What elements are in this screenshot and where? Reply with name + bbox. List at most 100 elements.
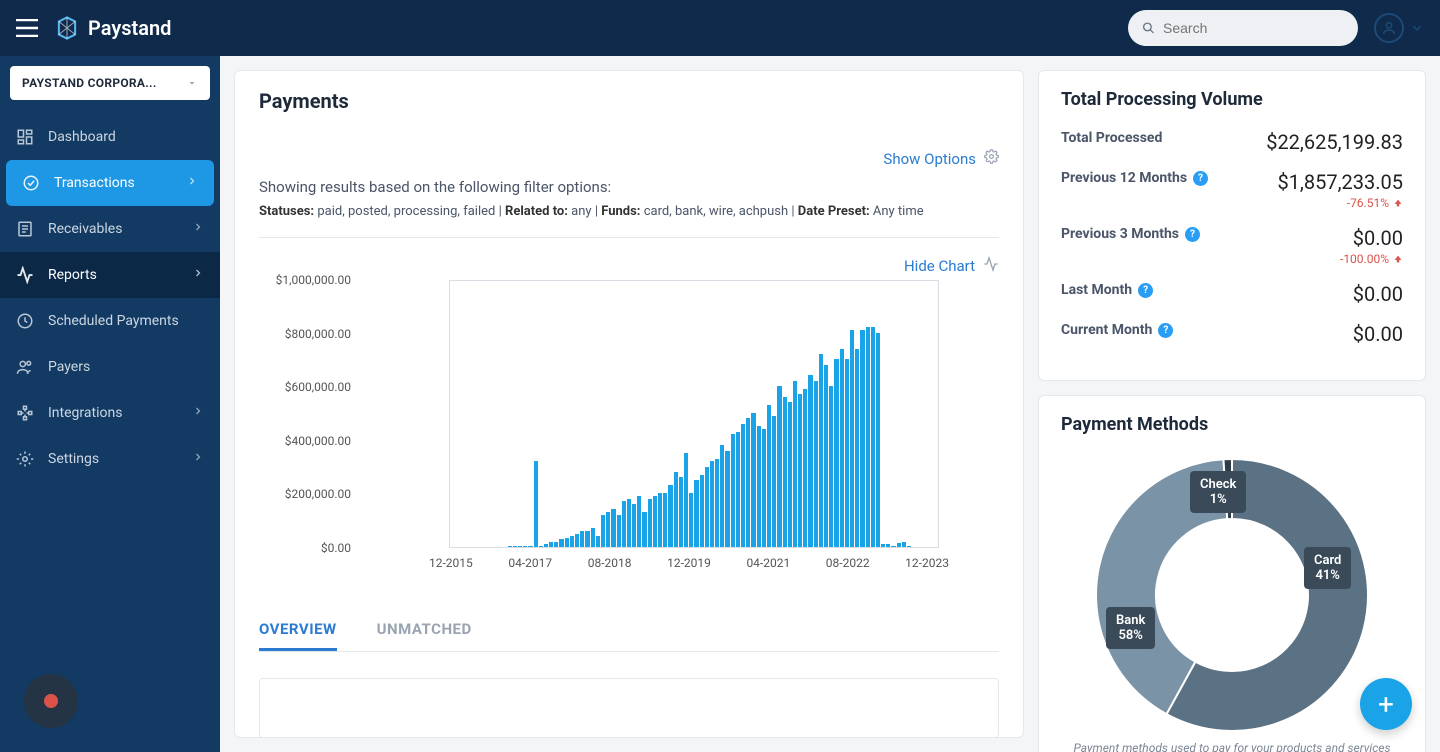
y-tick: $600,000.00	[285, 380, 351, 394]
nav-label: Scheduled Payments	[48, 313, 179, 329]
nav-label: Settings	[48, 451, 99, 467]
search-input[interactable]	[1163, 20, 1344, 36]
nav-icon	[16, 220, 34, 238]
tab-overview[interactable]: OVERVIEW	[259, 610, 337, 651]
nav-icon	[16, 450, 34, 468]
chart-bar	[881, 544, 885, 547]
chart-bar	[710, 461, 714, 547]
nav-label: Dashboard	[48, 129, 116, 145]
chart-bar	[674, 472, 678, 547]
y-tick: $0.00	[321, 541, 351, 555]
chart-bar	[834, 359, 838, 547]
chart-bar	[871, 327, 875, 547]
show-options-link[interactable]: Show Options	[883, 150, 976, 168]
search-box[interactable]	[1128, 10, 1358, 46]
x-tick: 08-2022	[826, 556, 870, 570]
nav-icon	[16, 358, 34, 376]
chart-bar	[544, 544, 548, 547]
y-tick: $400,000.00	[285, 434, 351, 448]
stat-row: Previous 12 Months?$1,857,233.05-76.51%	[1061, 170, 1403, 210]
chart-bar	[585, 531, 589, 547]
stat-label: Previous 12 Months?	[1061, 170, 1208, 186]
chart-bar	[606, 512, 610, 547]
chart-bar	[819, 354, 823, 547]
sidebar-item-settings[interactable]: Settings	[0, 436, 220, 482]
nav-label: Reports	[48, 267, 97, 283]
chart-bar	[632, 504, 636, 547]
chart-bar	[715, 459, 719, 547]
x-tick: 12-2019	[667, 556, 711, 570]
tab-unmatched[interactable]: UNMATCHED	[377, 610, 472, 651]
chart-bar	[777, 386, 781, 547]
chart-bar	[829, 386, 833, 547]
caret-down-icon	[186, 77, 198, 89]
chart-bar	[513, 546, 517, 547]
nav-label: Receivables	[48, 221, 122, 237]
chart-bar	[751, 413, 755, 547]
chart-bar	[866, 327, 870, 547]
sidebar-item-receivables[interactable]: Receivables	[0, 206, 220, 252]
hide-chart-link[interactable]: Hide Chart	[904, 257, 975, 275]
stat-value: $0.00-100.00%	[1340, 226, 1403, 266]
y-tick: $800,000.00	[285, 327, 351, 341]
add-fab[interactable]: +	[1360, 678, 1412, 730]
chevron-right-icon	[192, 221, 204, 237]
sidebar-item-payers[interactable]: Payers	[0, 344, 220, 390]
sidebar: PAYSTAND CORPORA... Dashboard Transaction…	[0, 56, 220, 752]
chart-bar	[689, 493, 693, 547]
chart-bar	[570, 536, 574, 547]
x-tick: 12-2023	[905, 556, 949, 570]
x-tick: 04-2017	[508, 556, 552, 570]
sidebar-item-integrations[interactable]: Integrations	[0, 390, 220, 436]
x-tick: 08-2018	[588, 556, 632, 570]
chart-bar	[907, 546, 911, 547]
chart-bar	[736, 432, 740, 547]
chart-bar	[891, 546, 895, 547]
chart-bar	[902, 542, 906, 547]
filter-summary: Statuses: paid, posted, processing, fail…	[259, 204, 999, 238]
chart-bar	[860, 330, 864, 547]
chart-bar	[876, 333, 880, 547]
nav-label: Payers	[48, 359, 90, 375]
help-icon[interactable]: ?	[1158, 323, 1173, 338]
chart-bar	[596, 536, 600, 547]
help-icon[interactable]: ?	[1185, 227, 1200, 242]
help-icon[interactable]: ?	[1138, 283, 1153, 298]
stat-label: Current Month?	[1061, 322, 1173, 338]
stat-value: $22,625,199.83	[1266, 130, 1403, 154]
chart-bar	[705, 467, 709, 547]
chevron-right-icon	[192, 451, 204, 467]
chart-bar	[725, 451, 729, 547]
nav-icon	[16, 404, 34, 422]
chart-bar	[648, 499, 652, 547]
chart-bar	[808, 375, 812, 547]
sidebar-item-dashboard[interactable]: Dashboard	[0, 114, 220, 160]
chart-bar	[757, 426, 761, 547]
chart-bar	[627, 499, 631, 547]
sidebar-item-scheduled-payments[interactable]: Scheduled Payments	[0, 298, 220, 344]
chart-bar	[508, 546, 512, 547]
chart-bar	[611, 509, 615, 547]
sidebar-item-reports[interactable]: Reports	[0, 252, 220, 298]
chart-bar	[565, 538, 569, 547]
chart-bar	[793, 381, 797, 547]
nav-label: Transactions	[54, 175, 135, 191]
payment-methods-donut: Bank58%Card41%Check1%	[1092, 455, 1372, 735]
brand-logo: Paystand	[54, 15, 171, 41]
overview-content-placeholder	[259, 678, 999, 738]
chart-bar	[668, 485, 672, 547]
gear-icon[interactable]	[984, 149, 999, 168]
chart-bar	[762, 429, 766, 547]
record-button[interactable]	[24, 674, 78, 728]
sidebar-item-transactions[interactable]: Transactions	[6, 160, 214, 206]
user-menu[interactable]	[1374, 13, 1424, 43]
x-tick: 12-2015	[429, 556, 473, 570]
donut-label-bank: Bank58%	[1106, 607, 1155, 649]
chart-bar	[534, 461, 538, 547]
org-selector[interactable]: PAYSTAND CORPORA...	[10, 66, 210, 100]
chevron-right-icon	[192, 405, 204, 421]
chart-bar	[700, 475, 704, 547]
menu-toggle[interactable]	[16, 19, 38, 37]
chart-bar	[803, 389, 807, 547]
help-icon[interactable]: ?	[1193, 171, 1208, 186]
